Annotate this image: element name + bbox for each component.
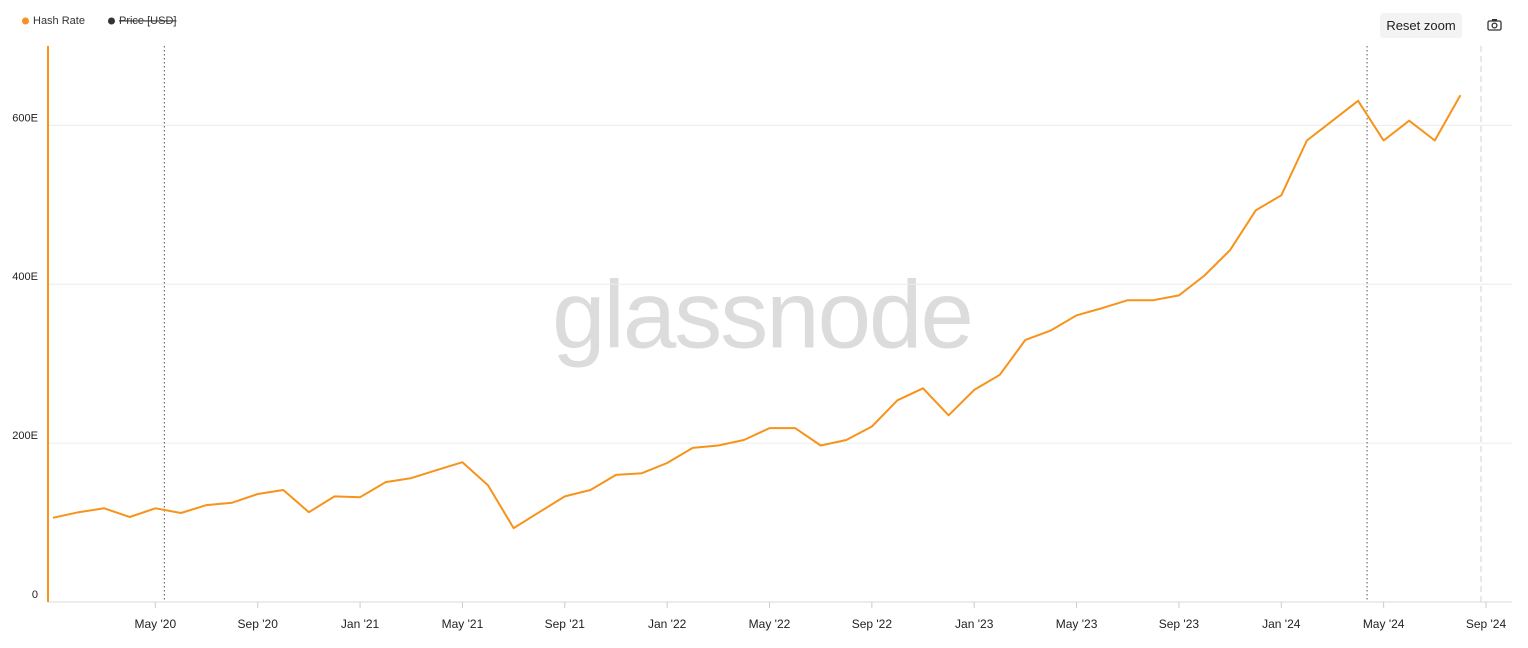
x-tick-label: Sep '24	[1466, 617, 1507, 631]
x-tick-label: Sep '21	[545, 617, 586, 631]
hash-rate-line	[52, 94, 1462, 530]
legend-dot	[22, 17, 29, 25]
x-tick-label: May '22	[749, 617, 791, 631]
x-tick-label: Jan '21	[341, 617, 380, 631]
x-tick-label: Jan '24	[1262, 617, 1301, 631]
x-tick-label: Sep '20	[238, 617, 279, 631]
x-tick-label: Sep '22	[852, 617, 893, 631]
camera-icon[interactable]	[1487, 19, 1502, 31]
x-tick-label: Jan '23	[955, 617, 994, 631]
x-tick-label: Jan '22	[648, 617, 687, 631]
reset-zoom-button[interactable]: Reset zoom	[1380, 13, 1462, 38]
legend-item[interactable]: Hash Rate	[22, 15, 85, 27]
x-tick-label: May '21	[442, 617, 484, 631]
x-tick-label: May '24	[1363, 617, 1405, 631]
x-tick-label: May '23	[1056, 617, 1098, 631]
y-tick-label: 0	[32, 589, 38, 601]
legend-text: Price [USD]	[119, 15, 176, 27]
y-tick-label: 600E	[12, 112, 38, 124]
legend-text: Hash Rate	[33, 15, 85, 27]
y-tick-label: 400E	[12, 271, 38, 283]
x-tick-label: May '20	[135, 617, 177, 631]
watermark: glassnode	[552, 261, 972, 368]
y-tick-label: 200E	[12, 430, 38, 442]
legend-dot	[107, 17, 115, 25]
legend-item[interactable]: Price [USD]	[107, 15, 176, 27]
x-tick-label: Sep '23	[1159, 617, 1200, 631]
